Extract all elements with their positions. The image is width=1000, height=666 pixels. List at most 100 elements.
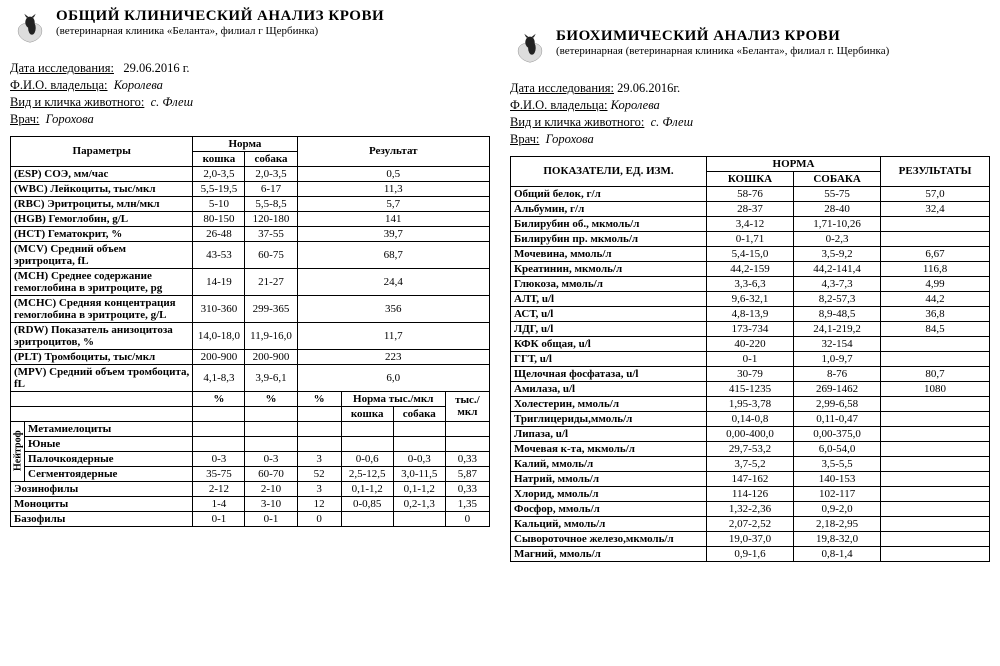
norm-cat-cell: 30-79 xyxy=(706,366,793,381)
t-result-cell: 0,33 xyxy=(445,481,489,496)
result-cell xyxy=(881,546,990,561)
result-cell: 36,8 xyxy=(881,306,990,321)
col-cat: кошка xyxy=(193,151,245,166)
table-row: АСТ, u/l 4,8-13,9 8,9-48,5 36,8 xyxy=(511,306,990,321)
pct-cat-cell: 0-3 xyxy=(193,451,245,466)
table-row: Моноциты 1-4 3-10 12 0-0,85 0,2-1,3 1,35 xyxy=(11,496,490,511)
param-cell: Сывороточное железо,мкмоль/л xyxy=(511,531,707,546)
result-cell xyxy=(881,216,990,231)
result-cell xyxy=(881,441,990,456)
norm-t-cat-cell xyxy=(341,436,393,451)
param-cell: Амилаза, u/l xyxy=(511,381,707,396)
param-cell: Хлорид, ммоль/л xyxy=(511,486,707,501)
norm-t-dog: собака xyxy=(393,406,445,421)
col-params: Параметры xyxy=(11,136,193,166)
result-cell: 68,7 xyxy=(297,241,489,268)
norm-dog-cell: 24,1-219,2 xyxy=(794,321,881,336)
table-row: Хлорид, ммоль/л 114-126 102-117 xyxy=(511,486,990,501)
norm-dog-cell: 6,0-54,0 xyxy=(794,441,881,456)
pct-cat: % xyxy=(193,391,245,406)
report-subtitle: (ветеринарная клиника «Беланта», филиал … xyxy=(56,25,490,37)
norm-t-dog-cell xyxy=(393,436,445,451)
result-cell: 1080 xyxy=(881,381,990,396)
table-row: (MCH) Среднее содержание гемоглобина в э… xyxy=(11,268,490,295)
table-row: Калий, ммоль/л 3,7-5,2 3,5-5,5 xyxy=(511,456,990,471)
norm-cat-cell: 19,0-37,0 xyxy=(706,531,793,546)
table-row: Базофилы 0-1 0-1 0 0 xyxy=(11,511,490,526)
result-cell xyxy=(881,501,990,516)
norm-dog-cell: 3,5-9,2 xyxy=(794,246,881,261)
col-dog: собака xyxy=(245,151,297,166)
table-row: Холестерин, ммоль/л 1,95-3,78 2,99-6,58 xyxy=(511,396,990,411)
pct-dog-cell: 60-70 xyxy=(245,466,297,481)
param-cell: Триглицериды,ммоль/л xyxy=(511,411,707,426)
table-row: Мочевина, ммоль/л 5,4-15,0 3,5-9,2 6,67 xyxy=(511,246,990,261)
meta-block: Дата исследования: 29.06.2016 г. Ф.И.О. … xyxy=(10,60,490,128)
col-result: РЕЗУЛЬТАТЫ xyxy=(881,156,990,186)
norm-dog-cell: 60-75 xyxy=(245,241,297,268)
norm-cat-cell: 80-150 xyxy=(193,211,245,226)
table-row: Фосфор, ммоль/л 1,32-2,36 0,9-2,0 xyxy=(511,501,990,516)
result-cell xyxy=(881,336,990,351)
param-cell: (PLT) Тромбоциты, тыс/мкл xyxy=(11,349,193,364)
norm-dog-cell: 8,2-57,3 xyxy=(794,291,881,306)
table-row: Палочкоядерные 0-3 0-3 3 0-0,6 0-0,3 0,3… xyxy=(11,451,490,466)
clinic-logo-icon xyxy=(510,28,550,68)
param-cell: (MCV) Средний объем эритроцита, fL xyxy=(11,241,193,268)
pct-cat-cell: 1-4 xyxy=(193,496,245,511)
table-row: Юные xyxy=(11,436,490,451)
table-row: Глюкоза, ммоль/л 3,3-6,3 4,3-7,3 4,99 xyxy=(511,276,990,291)
norm-dog-cell: 11,9-16,0 xyxy=(245,322,297,349)
param-cell: Метамиелоциты xyxy=(25,421,193,436)
owner-value: Королева xyxy=(611,98,660,112)
norm-dog-cell: 1,0-9,7 xyxy=(794,351,881,366)
result-cell: 11,3 xyxy=(297,181,489,196)
param-cell: Кальций, ммоль/л xyxy=(511,516,707,531)
table-row: (HCT) Гематокрит, % 26-48 37-55 39,7 xyxy=(11,226,490,241)
norm-dog-cell: 4,3-7,3 xyxy=(794,276,881,291)
result-cell xyxy=(881,411,990,426)
norm-cat-cell: 4,1-8,3 xyxy=(193,364,245,391)
pct-cat-cell: 0-1 xyxy=(193,511,245,526)
pct-result-cell: 52 xyxy=(297,466,341,481)
pct-dog-cell: 3-10 xyxy=(245,496,297,511)
norm-cat-cell: 5-10 xyxy=(193,196,245,211)
report-title: БИОХИМИЧЕСКИЙ АНАЛИЗ КРОВИ xyxy=(556,28,990,45)
table-row: Креатинин, мкмоль/л 44,2-159 44,2-141,4 … xyxy=(511,261,990,276)
norm-dog-cell: 8,9-48,5 xyxy=(794,306,881,321)
result-cell: 32,4 xyxy=(881,201,990,216)
table-row: Триглицериды,ммоль/л 0,14-0,8 0,11-0,47 xyxy=(511,411,990,426)
norm-cat-cell: 3,3-6,3 xyxy=(706,276,793,291)
table-row: Сегментоядерные 35-75 60-70 52 2,5-12,5 … xyxy=(11,466,490,481)
pct-dog: % xyxy=(245,391,297,406)
pct-result-cell: 12 xyxy=(297,496,341,511)
norm-cat-cell: 44,2-159 xyxy=(706,261,793,276)
pct-dog-cell: 0-3 xyxy=(245,451,297,466)
table-row: Щелочная фосфатаза, u/l 30-79 8-76 80,7 xyxy=(511,366,990,381)
table-row: ЛДГ, u/l 173-734 24,1-219,2 84,5 xyxy=(511,321,990,336)
norm-cat-cell: 147-162 xyxy=(706,471,793,486)
param-cell: Калий, ммоль/л xyxy=(511,456,707,471)
owner-label: Ф.И.О. владельца: xyxy=(10,78,108,92)
param-cell: Липаза, u/l xyxy=(511,426,707,441)
param-cell: ЛДГ, u/l xyxy=(511,321,707,336)
norm-dog-cell: 299-365 xyxy=(245,295,297,322)
norm-cat-cell: 58-76 xyxy=(706,186,793,201)
norm-cat-cell: 28-37 xyxy=(706,201,793,216)
norm-cat-cell: 40-220 xyxy=(706,336,793,351)
t-result-cell xyxy=(445,436,489,451)
norm-dog-cell: 2,0-3,5 xyxy=(245,166,297,181)
table-row: Билирубин об., мкмоль/л 3,4-12 1,71-10,2… xyxy=(511,216,990,231)
norm-dog-cell: 102-117 xyxy=(794,486,881,501)
cbc-report: ОБЩИЙ КЛИНИЧЕСКИЙ АНАЛИЗ КРОВИ (ветерина… xyxy=(0,0,500,666)
date-label: Дата исследования: xyxy=(510,81,614,95)
table-row: (PLT) Тромбоциты, тыс/мкл 200-900 200-90… xyxy=(11,349,490,364)
norm-cat-cell: 43-53 xyxy=(193,241,245,268)
t-result-cell: 5,87 xyxy=(445,466,489,481)
result-cell xyxy=(881,396,990,411)
pct-dog-cell: 0-1 xyxy=(245,511,297,526)
result-cell: 223 xyxy=(297,349,489,364)
norm-t-dog-cell: 0,2-1,3 xyxy=(393,496,445,511)
norm-cat-cell: 0,14-0,8 xyxy=(706,411,793,426)
t-result-cell: 0 xyxy=(445,511,489,526)
